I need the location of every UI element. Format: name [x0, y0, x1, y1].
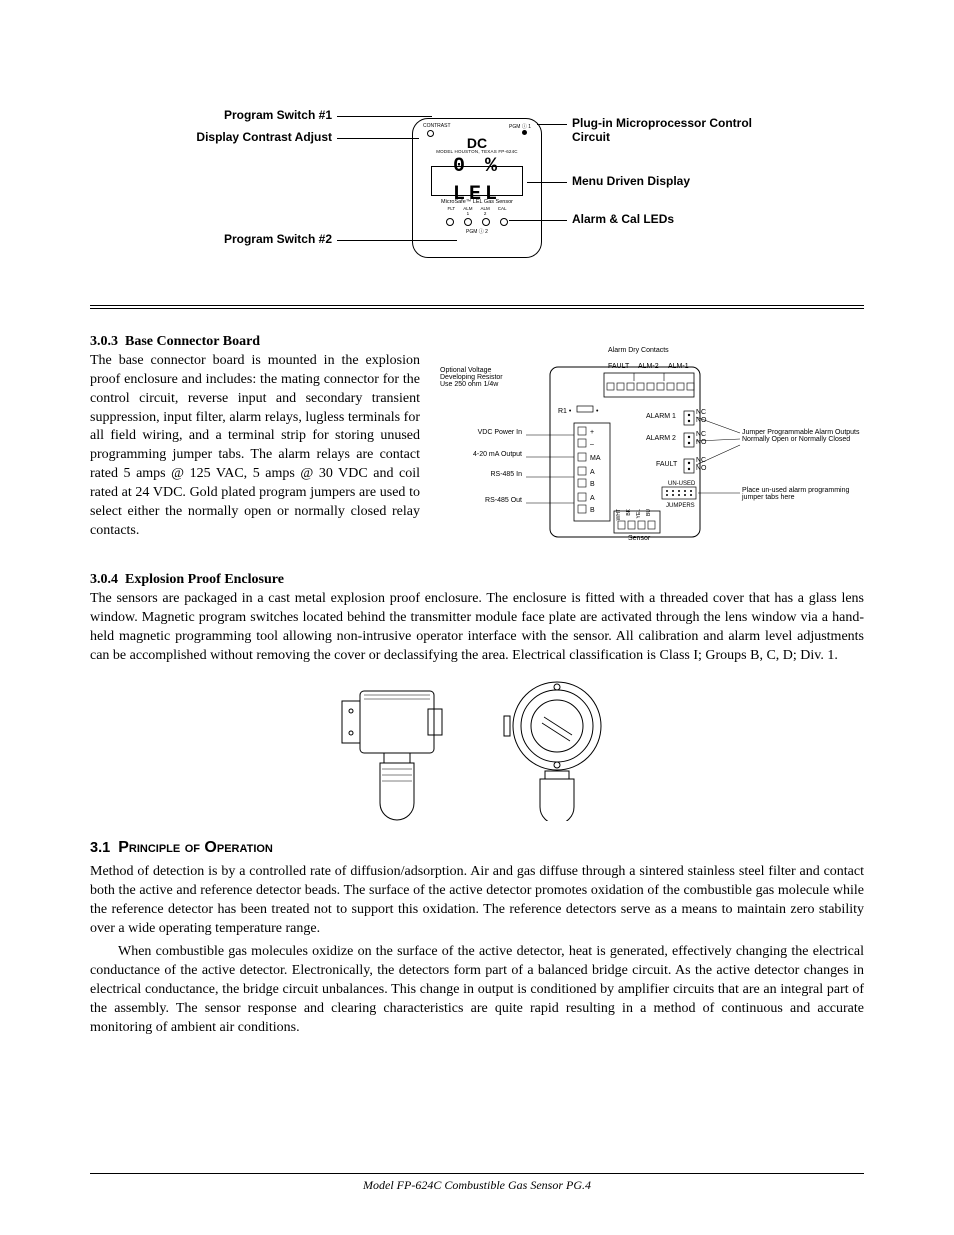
- nc-label: NC: [696, 409, 706, 416]
- io-rs485-in: RS-485 In: [468, 471, 522, 478]
- lcd-display: 0 % LEL: [431, 166, 523, 196]
- section-3-0-4: 3.0.4 Explosion Proof Enclosure The sens…: [90, 571, 864, 665]
- sensor-pin-bk: BK: [626, 509, 632, 516]
- relay-fault: FAULT: [656, 461, 677, 468]
- svg-text:+: +: [590, 429, 594, 436]
- section-number: 3.1: [90, 840, 110, 856]
- callout-menu-display: Menu Driven Display: [572, 174, 690, 188]
- io-vdc-power: VDC Power In: [468, 429, 522, 436]
- figure-transmitter: Program Switch #1 Display Contrast Adjus…: [177, 80, 777, 285]
- section-title: Explosion Proof Enclosure: [125, 572, 284, 587]
- io-420ma: 4-20 mA Output: [458, 451, 522, 458]
- figure-enclosure: [90, 681, 864, 821]
- sensor-pin-wht: WHT: [616, 509, 622, 520]
- svg-text:A: A: [590, 495, 595, 502]
- svg-text:MA: MA: [590, 455, 601, 462]
- enclosure-front-icon: [492, 681, 622, 821]
- svg-text:B: B: [590, 507, 595, 514]
- section-number: 3.0.4: [90, 572, 118, 587]
- sensor-pin-yel: YEL: [636, 509, 642, 518]
- dry-group-fault: FAULT: [608, 363, 629, 370]
- svg-text:UN-USED: UN-USED: [668, 481, 696, 487]
- led-cal-icon: [500, 218, 508, 226]
- enclosure-side-icon: [332, 681, 462, 821]
- section-31-p1: Method of detection is by a controlled r…: [90, 863, 864, 939]
- leader-line: [337, 138, 419, 139]
- callout-microprocessor: Plug-in Microprocessor Control Circuit: [572, 116, 777, 144]
- sensor-label: Sensor: [628, 535, 650, 542]
- led-label-alm2: ALM 2: [480, 206, 489, 216]
- svg-text:B: B: [590, 481, 595, 488]
- pgm1-label: PGM ⓘ 1: [509, 123, 531, 130]
- led-label-cal: CAL: [498, 206, 507, 216]
- callout-program-switch-1: Program Switch #1: [177, 108, 332, 122]
- led-label-flt: FLT: [448, 206, 456, 216]
- led-alm1-icon: [464, 218, 472, 226]
- device-faceplate: CONTRAST PGM ⓘ 1 DC MODEL HOUSTON, TEXAS…: [412, 118, 542, 258]
- nc-label: NC: [696, 457, 706, 464]
- nc-label: NC: [696, 431, 706, 438]
- section-3-1-heading: 3.1 Principle of Operation: [90, 839, 864, 857]
- leader-line: [337, 116, 432, 117]
- svg-text:–: –: [590, 441, 594, 448]
- led-label-alm1: ALM 1: [463, 206, 472, 216]
- no-label: NO: [696, 465, 707, 472]
- section-title: Base Connector Board: [125, 334, 260, 349]
- top-header-dry-contacts: Alarm Dry Contacts: [608, 347, 669, 354]
- note-optional-resistor: Optional Voltage Developing Resistor Use…: [440, 367, 503, 388]
- section-3-0-3: 3.0.3 Base Connector Board The base conn…: [90, 333, 864, 563]
- dry-group-alm2: ALM-2: [638, 363, 659, 370]
- section-text-304: The sensors are packaged in a cast metal…: [90, 591, 864, 663]
- section-rule: [90, 305, 864, 309]
- pgm1-dot-icon: [522, 130, 527, 135]
- section-title: Principle of Operation: [118, 839, 273, 856]
- section-31-p2: When combustible gas molecules oxidize o…: [90, 943, 864, 1037]
- section-body-303: 3.0.3 Base Connector Board The base conn…: [90, 333, 420, 541]
- svg-text:R1 •: R1 •: [558, 408, 572, 415]
- io-rs485-out: RS-485 Out: [468, 497, 522, 504]
- callout-contrast-adjust: Display Contrast Adjust: [177, 130, 332, 144]
- dry-group-alm1: ALM-1: [668, 363, 689, 370]
- callout-program-switch-2: Program Switch #2: [177, 232, 332, 246]
- pgm2-label: PGM ⓘ 2: [415, 228, 539, 235]
- page-footer: Model FP-624C Combustible Gas Sensor PG.…: [90, 1173, 864, 1193]
- section-text-303: The base connector board is mounted in t…: [90, 353, 420, 538]
- svg-text:A: A: [590, 469, 595, 476]
- sensor-pin-bu: BU: [646, 509, 652, 516]
- brand-logo: DC: [415, 137, 539, 149]
- led-alm2-icon: [482, 218, 490, 226]
- no-label: NO: [696, 417, 707, 424]
- section-number: 3.0.3: [90, 334, 118, 349]
- contrast-pot-icon: [427, 130, 434, 137]
- svg-text:•: •: [596, 408, 599, 415]
- relay-alarm2: ALARM 2: [646, 435, 676, 442]
- relay-alarm1: ALARM 1: [646, 413, 676, 420]
- no-label: NO: [696, 439, 707, 446]
- note-jumper-programmable: Jumper Programmable Alarm Outputs Normal…: [742, 429, 860, 443]
- section-body-304: 3.0.4 Explosion Proof Enclosure The sens…: [90, 571, 864, 665]
- led-flt-icon: [446, 218, 454, 226]
- svg-text:JUMPERS: JUMPERS: [666, 503, 695, 509]
- figure-base-connector-board: R1 • • + – MA A B A B: [440, 333, 864, 563]
- callout-alarm-cal-leds: Alarm & Cal LEDs: [572, 212, 674, 226]
- note-place-unused: Place un-used alarm programming jumper t…: [742, 487, 849, 501]
- leader-line: [537, 124, 567, 125]
- contrast-label: CONTRAST: [423, 123, 451, 130]
- page: Program Switch #1 Display Contrast Adjus…: [0, 0, 954, 1235]
